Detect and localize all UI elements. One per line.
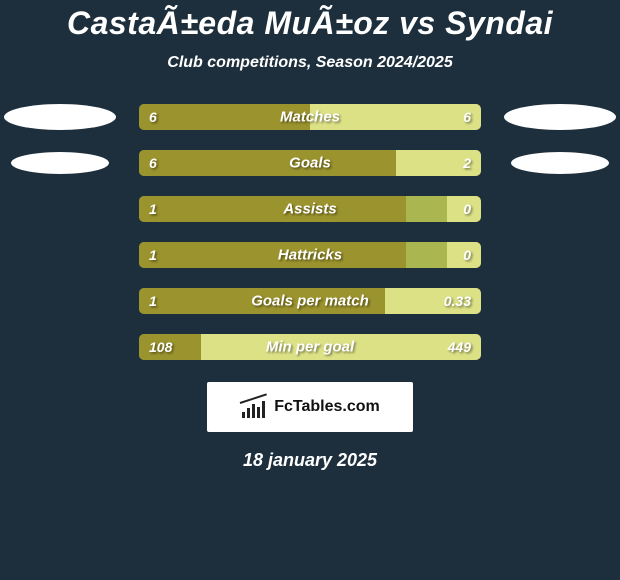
bar-fill-left [139,242,406,268]
stat-bar: 1 0.33 Goals per match [139,288,481,314]
stat-row: 1 0.33 Goals per match [1,288,619,314]
brand-logo: FcTables.com [207,382,413,432]
stat-bar: 1 0 Hattricks [139,242,481,268]
ellipse-slot-left [1,288,119,314]
stat-label: Goals per match [251,293,369,310]
comparison-card: CastaÃ±eda MuÃ±oz vs Syndai Club competi… [0,0,620,580]
stat-row: 6 6 Matches [1,104,619,130]
stat-value-left: 1 [149,247,157,263]
ellipse-slot-left [1,104,119,130]
stat-value-left: 6 [149,155,157,171]
ellipse-slot-right [501,196,619,222]
stat-value-right: 0 [463,247,471,263]
ellipse-slot-right [501,288,619,314]
stat-label: Min per goal [266,339,354,356]
stat-row: 1 0 Hattricks [1,242,619,268]
ellipse-slot-left [1,242,119,268]
brand-text: FcTables.com [274,398,380,416]
stat-bar: 1 0 Assists [139,196,481,222]
stat-value-right: 6 [463,109,471,125]
ellipse-icon [504,104,616,130]
stat-value-right: 449 [448,339,471,355]
stat-label: Hattricks [278,247,342,264]
ellipse-slot-right [501,150,619,176]
ellipse-slot-right [501,104,619,130]
stat-value-right: 0.33 [444,293,471,309]
stat-value-right: 2 [463,155,471,171]
ellipse-icon [11,152,109,174]
stat-row: 108 449 Min per goal [1,334,619,360]
stat-label: Goals [289,155,331,172]
bar-fill-left [139,150,396,176]
ellipse-slot-left [1,334,119,360]
stats-rows: 6 6 Matches 6 2 Goals 1 0 Assists 1 0 Hattricks 1 0.3… [1,104,619,360]
ellipse-icon [4,104,116,130]
stat-label: Assists [283,201,336,218]
date-label: 18 january 2025 [243,450,377,471]
stat-row: 1 0 Assists [1,196,619,222]
ellipse-slot-right [501,242,619,268]
subtitle: Club competitions, Season 2024/2025 [167,54,452,72]
stat-value-right: 0 [463,201,471,217]
stat-label: Matches [280,109,340,126]
ellipse-slot-left [1,196,119,222]
stat-value-left: 6 [149,109,157,125]
stat-value-left: 108 [149,339,172,355]
bar-fill-left [139,196,406,222]
stat-value-left: 1 [149,293,157,309]
ellipse-slot-left [1,150,119,176]
ellipse-slot-right [501,334,619,360]
page-title: CastaÃ±eda MuÃ±oz vs Syndai [67,5,553,42]
stat-value-left: 1 [149,201,157,217]
stat-row: 6 2 Goals [1,150,619,176]
stat-bar: 108 449 Min per goal [139,334,481,360]
bar-chart-icon [240,396,268,418]
ellipse-icon [511,152,609,174]
stat-bar: 6 6 Matches [139,104,481,130]
stat-bar: 6 2 Goals [139,150,481,176]
